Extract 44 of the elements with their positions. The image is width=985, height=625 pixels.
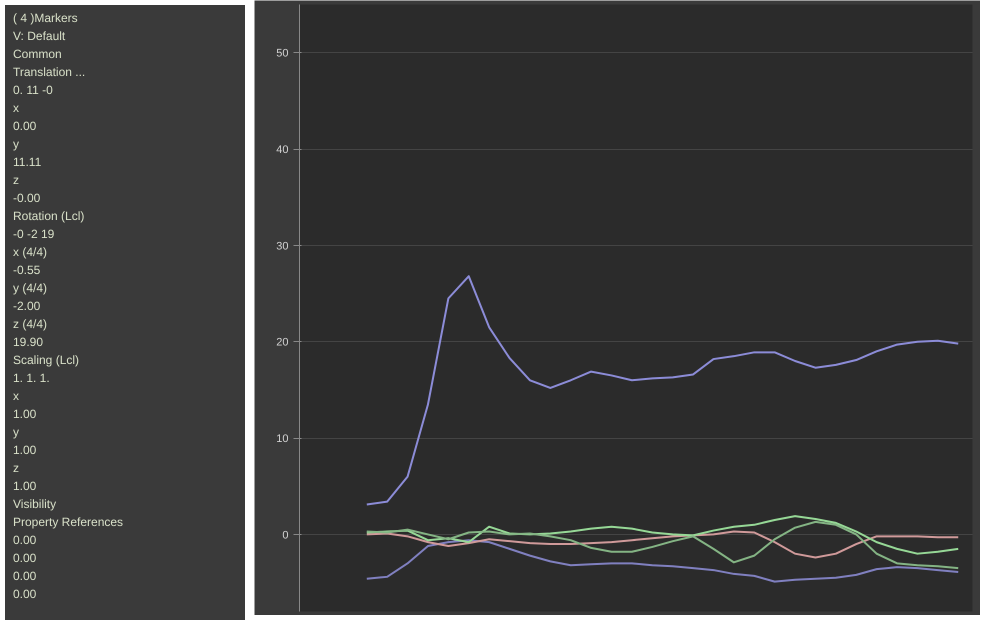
text: 19.90 (13, 334, 44, 351)
text: 1.00 (13, 442, 38, 459)
line-series (366, 515, 960, 555)
y-tick-label: 10 (276, 433, 289, 446)
text: 0.00 (13, 568, 38, 585)
text: z (13, 460, 20, 477)
text: 0.00 (13, 586, 38, 603)
text: Visibility (13, 496, 58, 513)
text: ( 4 )Markers (13, 10, 79, 27)
y-tick-label: 20 (276, 336, 289, 349)
y-tick-label: 40 (276, 144, 289, 156)
text: Rotation (Lcl) (13, 208, 86, 225)
text: Property References (13, 514, 124, 531)
line-series (366, 275, 960, 506)
line-series (366, 530, 960, 559)
y-tick-label: 0 (282, 529, 289, 542)
text: 11.11 (13, 154, 42, 171)
text: z (4/4) (13, 316, 48, 333)
text: V: Default (13, 28, 66, 45)
line-series (366, 520, 960, 570)
text: -0.00 (13, 190, 42, 207)
text: 1.00 (13, 478, 38, 495)
text: x (13, 388, 20, 405)
text: Translation ... (13, 64, 86, 81)
text: x (4/4) (13, 244, 48, 261)
text: y (4/4) (13, 280, 48, 297)
text: 0. 11 -0 (13, 82, 54, 99)
text: 0.00 (13, 532, 38, 549)
text: -2.00 (13, 298, 42, 315)
text: -0.55 (13, 262, 42, 279)
line-series (366, 539, 960, 583)
text: Common (13, 46, 63, 63)
text: y (13, 424, 20, 441)
text: -0 -2 19 (13, 226, 56, 243)
y-tick-label: 50 (276, 48, 289, 60)
text: 0.00 (13, 550, 38, 567)
text: z (13, 172, 20, 189)
text: 1. 1. 1. (13, 370, 51, 387)
text: x (13, 100, 20, 117)
text: y (13, 136, 20, 153)
text: Scaling (Lcl) (13, 352, 80, 369)
text: 1.00 (13, 406, 38, 423)
text: 0.00 (13, 118, 38, 135)
y-tick-label: 30 (276, 240, 289, 252)
